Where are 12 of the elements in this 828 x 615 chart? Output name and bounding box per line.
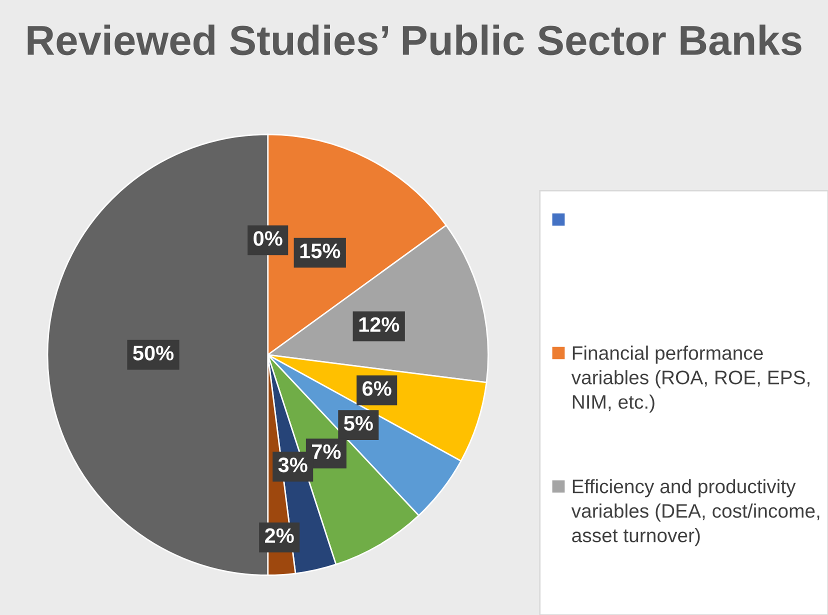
- data-label: 3%: [278, 458, 308, 472]
- chart-title: Reviewed Studies’ Public Sector Banks: [28, 24, 802, 56]
- legend-label: Financial performance variables (ROA, ROE, EPS, NIM, etc.): [571, 346, 810, 413]
- data-label: 2%: [265, 528, 294, 543]
- data-label: 5%: [344, 416, 373, 431]
- data-label: 7%: [312, 444, 341, 460]
- data-label: 12%: [359, 317, 400, 332]
- text: 0%: [254, 231, 282, 246]
- data-label: 15%: [300, 244, 340, 258]
- data-label: 50%: [133, 346, 174, 360]
- legend-label: Efficiency and productivity variables (DEA, cost/income, asset turnover): [571, 479, 820, 546]
- data-label: 6%: [362, 381, 392, 396]
